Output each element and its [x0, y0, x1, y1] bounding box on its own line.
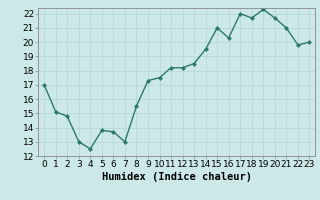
X-axis label: Humidex (Indice chaleur): Humidex (Indice chaleur): [102, 172, 252, 182]
